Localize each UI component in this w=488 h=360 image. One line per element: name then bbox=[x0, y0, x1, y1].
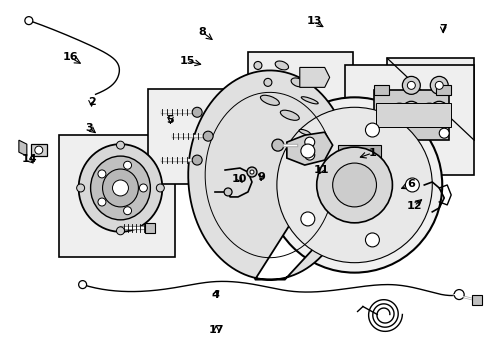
Text: 12: 12 bbox=[406, 201, 421, 211]
Ellipse shape bbox=[260, 95, 279, 105]
Ellipse shape bbox=[416, 103, 440, 127]
Bar bbox=[471, 294, 481, 305]
Ellipse shape bbox=[402, 101, 420, 119]
Ellipse shape bbox=[275, 61, 288, 70]
Ellipse shape bbox=[407, 106, 414, 114]
Ellipse shape bbox=[332, 163, 376, 207]
Text: 15: 15 bbox=[179, 56, 194, 66]
Text: 14: 14 bbox=[21, 154, 37, 164]
Ellipse shape bbox=[25, 17, 33, 24]
Ellipse shape bbox=[224, 188, 232, 196]
Bar bbox=[435, 85, 450, 95]
Ellipse shape bbox=[402, 76, 420, 94]
Ellipse shape bbox=[116, 227, 124, 235]
Ellipse shape bbox=[300, 212, 314, 226]
Text: 7: 7 bbox=[439, 24, 446, 34]
Text: 6: 6 bbox=[407, 179, 414, 189]
Ellipse shape bbox=[77, 184, 84, 192]
Ellipse shape bbox=[123, 207, 131, 215]
Bar bbox=[337, 145, 381, 180]
Ellipse shape bbox=[407, 81, 414, 89]
Ellipse shape bbox=[116, 141, 124, 149]
Text: 11: 11 bbox=[313, 165, 328, 175]
Text: 5: 5 bbox=[166, 115, 174, 125]
Ellipse shape bbox=[434, 106, 442, 114]
Text: 10: 10 bbox=[231, 174, 247, 184]
Text: 17: 17 bbox=[208, 325, 224, 335]
Ellipse shape bbox=[276, 107, 431, 263]
Polygon shape bbox=[286, 132, 332, 165]
Polygon shape bbox=[299, 67, 329, 87]
Ellipse shape bbox=[438, 128, 448, 138]
Bar bbox=[31, 144, 47, 156]
Text: 2: 2 bbox=[87, 97, 95, 107]
Ellipse shape bbox=[386, 103, 410, 127]
Bar bbox=[374, 85, 388, 95]
Text: 1: 1 bbox=[367, 148, 375, 158]
Ellipse shape bbox=[299, 129, 310, 135]
Ellipse shape bbox=[35, 146, 42, 154]
Ellipse shape bbox=[365, 233, 379, 247]
Bar bbox=[148, 89, 223, 184]
Ellipse shape bbox=[79, 144, 162, 232]
Ellipse shape bbox=[203, 131, 213, 141]
Ellipse shape bbox=[290, 78, 304, 87]
Bar bbox=[59, 135, 175, 257]
Bar bbox=[317, 127, 399, 205]
Ellipse shape bbox=[112, 180, 128, 196]
Ellipse shape bbox=[249, 170, 253, 174]
Ellipse shape bbox=[453, 289, 463, 300]
Ellipse shape bbox=[316, 147, 392, 223]
Ellipse shape bbox=[79, 280, 86, 289]
Ellipse shape bbox=[304, 137, 314, 147]
Bar bbox=[386, 58, 473, 140]
Text: 13: 13 bbox=[306, 17, 321, 27]
Ellipse shape bbox=[271, 139, 283, 151]
Text: 9: 9 bbox=[257, 172, 264, 182]
Text: 4: 4 bbox=[211, 291, 219, 301]
Bar bbox=[344, 66, 473, 175]
Ellipse shape bbox=[300, 144, 314, 158]
Ellipse shape bbox=[301, 97, 318, 104]
Bar bbox=[374, 90, 448, 140]
Ellipse shape bbox=[253, 62, 262, 69]
Bar bbox=[145, 223, 155, 233]
Ellipse shape bbox=[98, 198, 106, 206]
Ellipse shape bbox=[123, 161, 131, 169]
Ellipse shape bbox=[429, 101, 447, 119]
Text: 3: 3 bbox=[85, 123, 93, 133]
Text: 8: 8 bbox=[198, 27, 206, 37]
Ellipse shape bbox=[264, 78, 271, 86]
Ellipse shape bbox=[429, 76, 447, 94]
Polygon shape bbox=[329, 138, 388, 185]
Ellipse shape bbox=[304, 150, 314, 160]
Ellipse shape bbox=[434, 81, 442, 89]
Ellipse shape bbox=[98, 170, 106, 178]
Ellipse shape bbox=[192, 107, 202, 117]
Ellipse shape bbox=[156, 184, 164, 192]
Text: 16: 16 bbox=[62, 52, 78, 62]
Ellipse shape bbox=[192, 155, 202, 165]
Ellipse shape bbox=[365, 123, 379, 137]
Ellipse shape bbox=[280, 110, 299, 120]
Ellipse shape bbox=[139, 184, 147, 192]
Ellipse shape bbox=[90, 156, 150, 220]
Bar bbox=[247, 53, 352, 152]
Ellipse shape bbox=[246, 167, 256, 177]
Polygon shape bbox=[188, 71, 345, 280]
Ellipse shape bbox=[266, 97, 441, 273]
Ellipse shape bbox=[405, 178, 419, 192]
Polygon shape bbox=[19, 140, 27, 156]
Bar bbox=[376, 103, 450, 127]
Ellipse shape bbox=[102, 169, 138, 207]
